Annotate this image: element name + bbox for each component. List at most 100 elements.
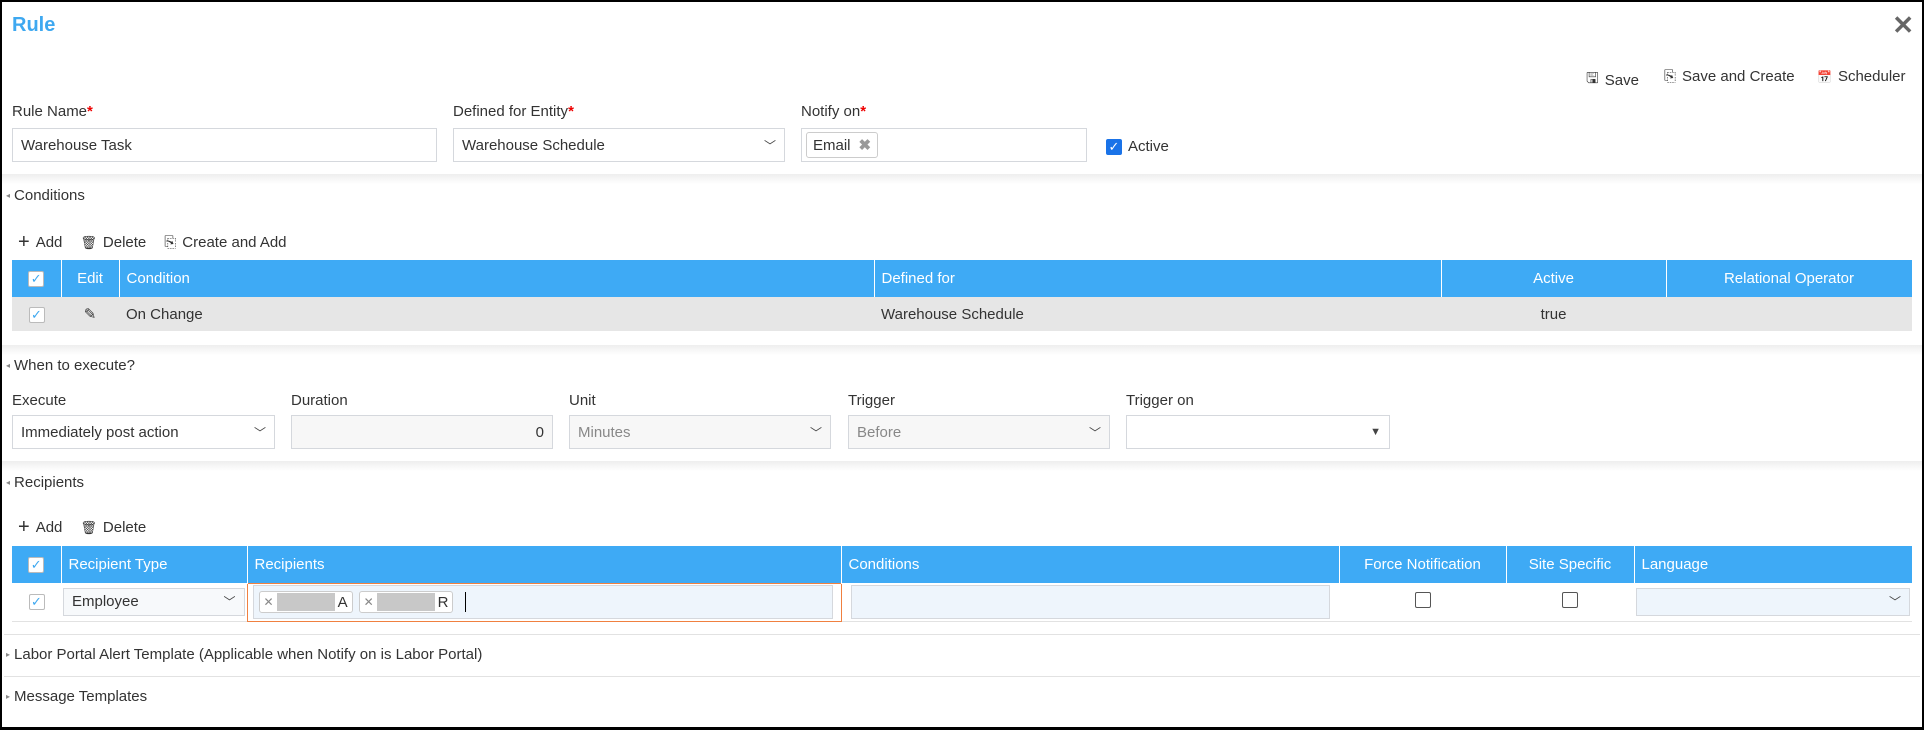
- remove-chip-icon[interactable]: ✕: [363, 595, 374, 609]
- divider: [2, 461, 1922, 471]
- select-all-checkbox[interactable]: ✓: [28, 557, 45, 573]
- col-relational-operator[interactable]: Relational Operator: [1666, 260, 1913, 297]
- col-defined-for[interactable]: Defined for: [874, 260, 1442, 297]
- caret-down-icon: ▼: [1370, 426, 1381, 438]
- active-checkbox[interactable]: ✓ Active: [1106, 138, 1169, 155]
- when-to-execute-header[interactable]: ◂ When to execute?: [6, 357, 135, 374]
- create-and-add-button[interactable]: ⎘ Create and Add: [164, 234, 287, 251]
- notify-on-multiselect[interactable]: Email ✖: [801, 128, 1087, 162]
- row-checkbox[interactable]: ✓: [28, 306, 45, 323]
- trash-icon: 🗑: [80, 234, 97, 250]
- save-label: Save: [1604, 72, 1639, 89]
- divider: [4, 676, 1920, 677]
- dialog-title: Rule: [12, 14, 56, 36]
- table-header: ✓ Edit Condition Defined for Active Rela…: [12, 260, 1913, 297]
- chevron-down-icon: ﹀: [809, 425, 822, 440]
- divider: [4, 634, 1920, 635]
- execute-label: Execute: [12, 392, 67, 409]
- entity-select[interactable]: Warehouse Schedule ﹀: [453, 128, 785, 162]
- site-specific-checkbox[interactable]: [1562, 591, 1578, 608]
- conditions-header[interactable]: ◂ Conditions: [6, 187, 85, 204]
- execute-select[interactable]: Immediately post action ﹀: [12, 415, 275, 449]
- chevron-down-icon: ﹀: [223, 595, 236, 610]
- col-force-notification[interactable]: Force Notification: [1339, 546, 1507, 583]
- recipient-delete-button[interactable]: 🗑 Delete: [80, 519, 147, 536]
- scheduler-button[interactable]: 📅 Scheduler: [1817, 68, 1906, 85]
- table-row[interactable]: ✓ ✎ On Change Warehouse Schedule true: [12, 297, 1912, 331]
- cell-defined-for: Warehouse Schedule: [881, 305, 1024, 323]
- trigger-on-label: Trigger on: [1126, 392, 1194, 409]
- recipients-input[interactable]: ✕ A ✕ R: [252, 585, 833, 619]
- notify-on-label: Notify on*: [801, 103, 867, 120]
- new-document-icon: ⎘: [164, 234, 177, 251]
- trigger-select[interactable]: Before ﹀: [848, 415, 1110, 449]
- collapse-icon: ◂: [6, 191, 11, 200]
- duration-label: Duration: [291, 392, 348, 409]
- redacted-name: [276, 593, 335, 611]
- save-icon: 🖫: [1586, 70, 1599, 87]
- conditions-input[interactable]: [850, 584, 1330, 619]
- recipients-table: ✓ Recipient Type Recipients Conditions F…: [12, 546, 1913, 622]
- divider: [2, 174, 1922, 184]
- message-templates-section[interactable]: ▸ Message Templates: [6, 688, 148, 705]
- rule-name-input[interactable]: Warehouse Task: [12, 128, 437, 162]
- save-and-create-label: Save and Create: [1682, 68, 1795, 85]
- plus-icon: +: [18, 516, 30, 538]
- notify-chip-email: Email ✖: [806, 132, 879, 158]
- entity-label: Defined for Entity*: [453, 103, 574, 120]
- recipient-add-button[interactable]: + Add: [18, 516, 63, 538]
- redacted-name: [376, 593, 435, 611]
- cell-active: true: [1540, 305, 1567, 323]
- table-row[interactable]: ✓ Employee ﹀ ✕ A ✕ R ﹀: [12, 582, 1912, 622]
- col-active[interactable]: Active: [1441, 260, 1667, 297]
- unit-select[interactable]: Minutes ﹀: [569, 415, 831, 449]
- save-button[interactable]: 🖫 Save: [1586, 68, 1639, 93]
- unit-label: Unit: [569, 392, 596, 409]
- recipient-chip: ✕ R: [358, 591, 454, 613]
- close-icon[interactable]: ✕: [1892, 10, 1914, 40]
- pencil-icon[interactable]: ✎: [83, 306, 97, 323]
- remove-chip-icon[interactable]: ✖: [858, 137, 872, 154]
- save-create-icon: ⎘: [1664, 68, 1677, 85]
- language-select[interactable]: ﹀: [1636, 587, 1910, 616]
- scheduler-label: Scheduler: [1837, 68, 1906, 85]
- rule-name-label: Rule Name*: [12, 103, 93, 120]
- col-language[interactable]: Language: [1634, 546, 1913, 583]
- conditions-table: ✓ Edit Condition Defined for Active Rela…: [12, 260, 1913, 331]
- checkbox-checked-icon: ✓: [1106, 138, 1122, 155]
- calendar-clock-icon: 📅: [1817, 69, 1832, 84]
- select-all-checkbox[interactable]: ✓: [28, 271, 45, 287]
- duration-input[interactable]: 0: [291, 415, 553, 449]
- expand-icon: ▸: [6, 650, 11, 659]
- trash-icon: 🗑: [80, 519, 97, 535]
- recipient-type-select[interactable]: Employee ﹀: [63, 587, 245, 616]
- table-header: ✓ Recipient Type Recipients Conditions F…: [12, 546, 1913, 583]
- force-notification-checkbox[interactable]: [1414, 591, 1431, 608]
- save-and-create-button[interactable]: ⎘ Save and Create: [1664, 68, 1795, 85]
- col-site-specific[interactable]: Site Specific: [1506, 546, 1635, 583]
- trigger-on-select[interactable]: ▼: [1126, 415, 1390, 449]
- collapse-icon: ◂: [6, 361, 11, 370]
- remove-chip-icon[interactable]: ✕: [263, 595, 274, 609]
- col-recipients[interactable]: Recipients: [247, 546, 842, 583]
- condition-add-button[interactable]: + Add: [18, 231, 63, 253]
- recipients-header[interactable]: ◂ Recipients: [6, 474, 85, 491]
- labor-portal-section[interactable]: ▸ Labor Portal Alert Template (Applicable…: [6, 646, 483, 663]
- chevron-down-icon: ﹀: [1088, 425, 1101, 440]
- collapse-icon: ◂: [6, 478, 11, 487]
- col-conditions[interactable]: Conditions: [841, 546, 1340, 583]
- recipient-chip: ✕ A: [258, 591, 353, 613]
- chevron-down-icon: ﹀: [1888, 595, 1901, 610]
- divider: [2, 345, 1922, 355]
- row-checkbox[interactable]: ✓: [28, 594, 45, 611]
- trigger-label: Trigger: [848, 392, 895, 409]
- col-condition[interactable]: Condition: [119, 260, 875, 297]
- active-label: Active: [1128, 138, 1169, 155]
- plus-icon: +: [18, 231, 30, 253]
- text-cursor: [465, 592, 467, 612]
- col-recipient-type[interactable]: Recipient Type: [61, 546, 248, 583]
- chevron-down-icon: ﹀: [253, 425, 266, 440]
- col-edit[interactable]: Edit: [61, 260, 120, 297]
- condition-delete-button[interactable]: 🗑 Delete: [80, 234, 147, 251]
